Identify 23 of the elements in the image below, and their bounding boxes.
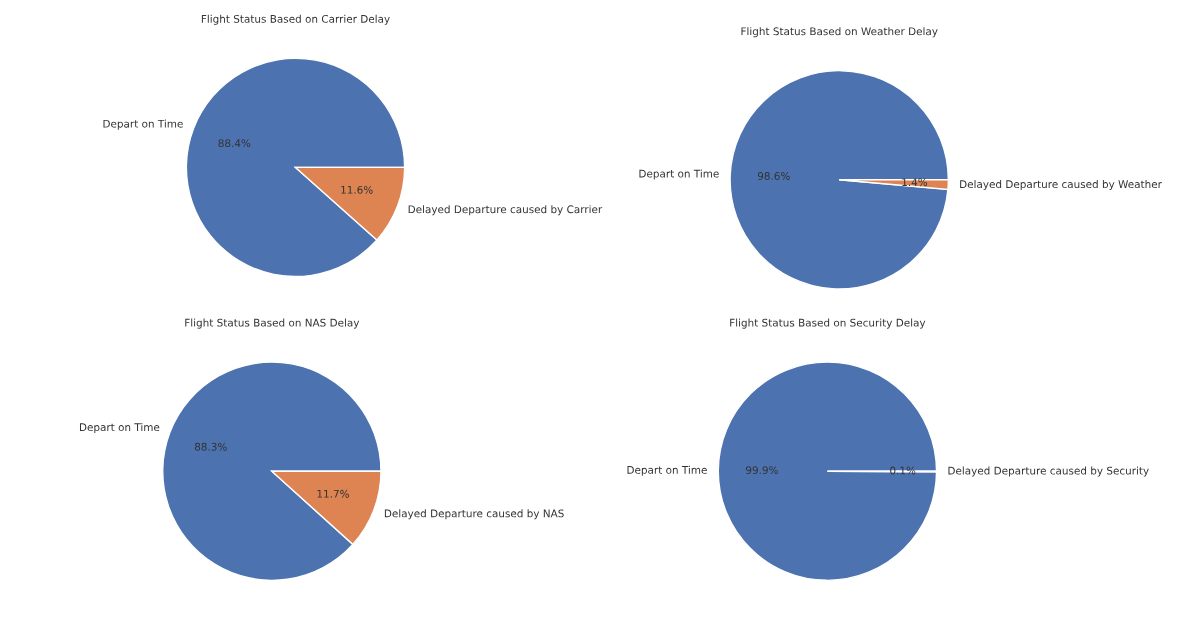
slice-label: Depart on Time (639, 169, 719, 180)
slice-label: Delayed Departure caused by Security (948, 466, 1149, 477)
data-label: 88.4% (218, 139, 251, 148)
pie-slice (162, 361, 382, 582)
data-label: 1.4% (902, 178, 928, 187)
slice-label: Delayed Departure caused by Weather (960, 180, 1162, 191)
pie-slice (185, 57, 406, 278)
slice-label: Depart on Time (79, 423, 160, 434)
chart-title: Flight Status Based on NAS Delay (185, 318, 360, 329)
chart-title: Flight Status Based on Security Delay (730, 318, 926, 329)
slice-label: Depart on Time (103, 119, 183, 130)
pie-slice (717, 361, 938, 582)
data-label: 98.6% (757, 172, 790, 180)
data-label: 11.6% (341, 185, 373, 194)
slice-label: Depart on Time (627, 465, 707, 476)
pie-slice (729, 69, 950, 290)
slice-label: Delayed Departure caused by Carrier (408, 205, 603, 216)
data-label: 88.3% (194, 442, 227, 451)
chart-title: Flight Status Based on Weather Delay (741, 27, 938, 38)
slice-label: Delayed Departure caused by NAS (384, 509, 564, 520)
data-label: 11.7% (317, 489, 349, 498)
data-label: 99.9% (746, 466, 778, 475)
chart-title: Flight Status Based on Carrier Delay (201, 14, 390, 25)
